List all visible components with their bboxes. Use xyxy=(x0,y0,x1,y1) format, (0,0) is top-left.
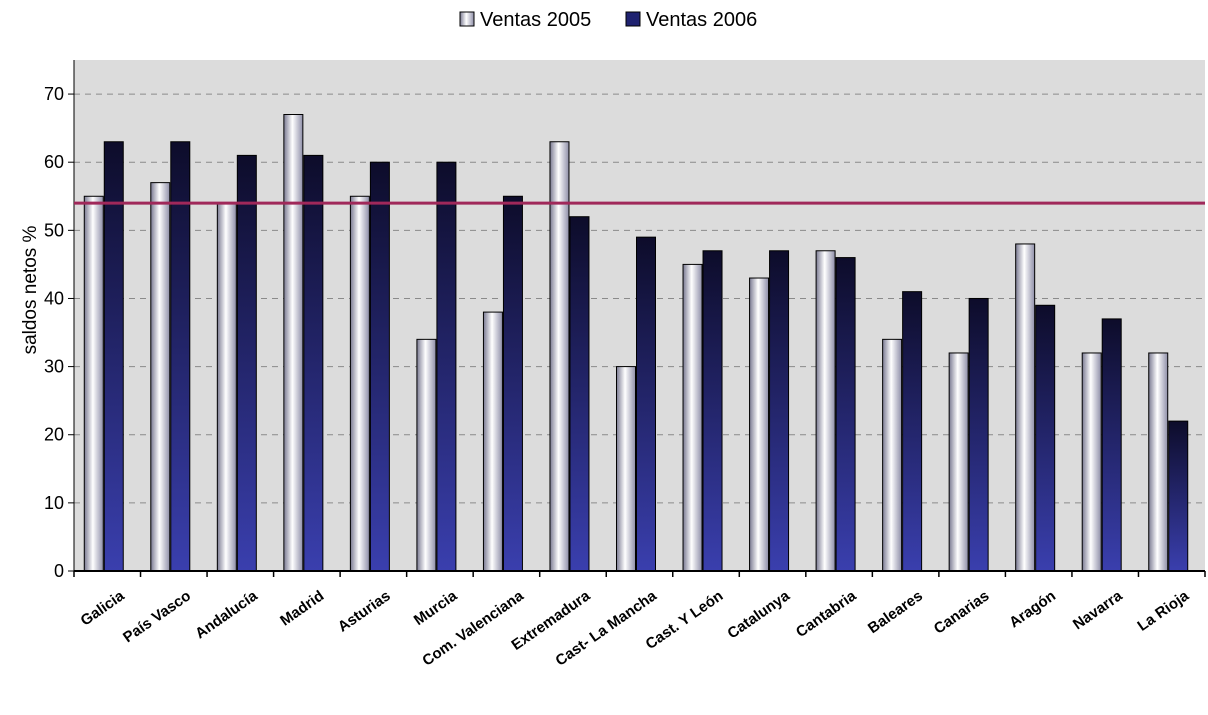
x-category-label: Galicia xyxy=(78,587,129,630)
y-axis: 0 10 20 30 40 50 60 70 xyxy=(44,60,75,581)
x-category-label: La Rioja xyxy=(1134,587,1192,635)
bar-ventas-2005 xyxy=(283,114,304,572)
bar-ventas-2006 xyxy=(769,250,790,572)
x-category-label: Canarias xyxy=(931,587,993,637)
bars xyxy=(83,114,1189,572)
bar-ventas-2005 xyxy=(349,195,370,572)
bar-ventas-2005 xyxy=(1148,352,1169,572)
y-tick-label: 0 xyxy=(54,561,64,581)
bar-ventas-2005 xyxy=(882,338,903,572)
bar-ventas-2006 xyxy=(902,291,923,572)
x-category-label: Murcia xyxy=(411,587,461,629)
bar-ventas-2006 xyxy=(968,297,989,572)
bar-ventas-2006 xyxy=(170,141,191,572)
x-category-label: Catalunya xyxy=(724,587,793,642)
bar-ventas-2006 xyxy=(303,154,324,572)
y-tick-label: 20 xyxy=(44,425,64,445)
x-category-label: País Vasco xyxy=(120,587,194,646)
y-tick-label: 70 xyxy=(44,84,64,104)
bar-ventas-2006 xyxy=(636,236,656,572)
bar-ventas-2006 xyxy=(835,257,856,572)
bar-ventas-2006 xyxy=(236,154,257,572)
bar-ventas-2005 xyxy=(616,366,636,572)
bar-ventas-2005 xyxy=(416,338,437,572)
y-tick-label: 30 xyxy=(44,357,64,377)
y-tick-label: 60 xyxy=(44,152,64,172)
legend-label-ventas-2006: Ventas 2006 xyxy=(646,9,757,31)
bar-ventas-2005 xyxy=(83,195,104,572)
x-category-label: Navarra xyxy=(1070,587,1126,633)
x-category-label: Madrid xyxy=(277,587,327,629)
x-category-label: Asturias xyxy=(335,587,394,635)
bar-ventas-2006 xyxy=(369,161,390,572)
bar-ventas-2005 xyxy=(682,263,703,572)
bar-ventas-2005 xyxy=(150,182,171,572)
bar-ventas-2006 xyxy=(1168,420,1189,572)
bar-ventas-2005 xyxy=(749,277,770,572)
bar-ventas-2006 xyxy=(436,161,457,572)
x-category-label: Cantabria xyxy=(793,587,860,641)
bar-ventas-2006 xyxy=(1101,318,1122,572)
legend-label-ventas-2005: Ventas 2005 xyxy=(480,9,591,31)
bar-ventas-2006 xyxy=(569,216,590,572)
legend-swatch-ventas-2006 xyxy=(625,11,641,27)
y-axis-title: saldos netos % xyxy=(20,225,41,354)
bar-ventas-2005 xyxy=(815,250,836,572)
bar-ventas-2005 xyxy=(1081,352,1102,572)
bar-ventas-2006 xyxy=(702,250,723,572)
bar-ventas-2005 xyxy=(549,141,570,572)
y-tick-label: 10 xyxy=(44,493,64,513)
bar-ventas-2005 xyxy=(482,311,503,572)
legend-swatch-ventas-2005 xyxy=(459,11,475,27)
bar-ventas-2006 xyxy=(502,195,523,572)
x-category-label: Andalucía xyxy=(192,587,261,642)
y-tick-label: 50 xyxy=(44,220,64,240)
bar-ventas-2006 xyxy=(103,141,124,572)
x-category-label: Aragón xyxy=(1006,587,1059,631)
legend: Ventas 2005 Ventas 2006 xyxy=(459,9,757,31)
bar-ventas-2006 xyxy=(1035,304,1056,572)
x-axis xyxy=(73,570,1206,577)
bar-ventas-2005 xyxy=(948,352,969,572)
bar-ventas-2005 xyxy=(216,202,237,572)
y-tick-label: 40 xyxy=(44,288,64,308)
bar-ventas-2005 xyxy=(1015,243,1036,572)
x-category-label: Baleares xyxy=(865,587,926,637)
